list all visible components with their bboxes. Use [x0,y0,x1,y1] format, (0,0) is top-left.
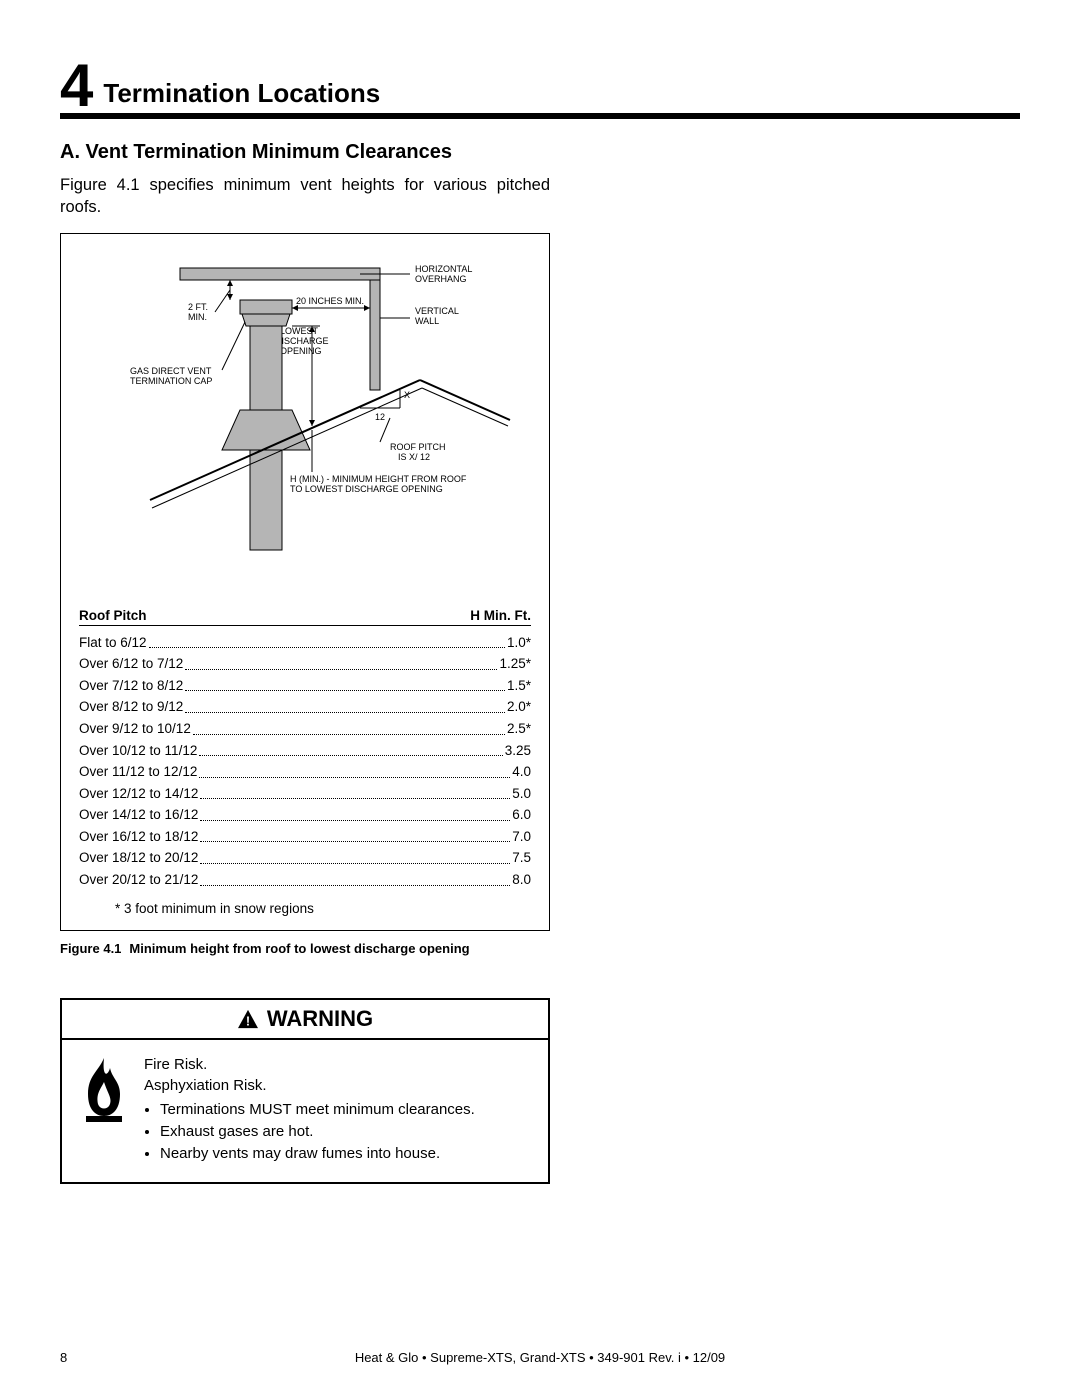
section-header: 4 Termination Locations [60,60,1020,119]
label-two-ft-min: 2 FT. [188,302,208,312]
pitch-label: Over 8/12 to 9/12 [79,696,183,718]
warning-fire-risk: Fire Risk. [144,1054,475,1076]
warning-body: Fire Risk. Asphyxiation Risk. Terminatio… [62,1040,548,1183]
table-row: Flat to 6/12 1.0* [79,632,531,654]
pitch-value: 1.5* [507,675,531,697]
pitch-value: 7.0 [512,826,531,848]
pitch-value: 1.25* [499,653,531,675]
table-row: Over 16/12 to 18/12 7.0 [79,826,531,848]
dot-leader [200,869,510,886]
warning-asphyx-risk: Asphyxiation Risk. [144,1075,475,1097]
table-col1: Roof Pitch [79,608,147,623]
label-twenty-in-min: 20 INCHES MIN. [296,296,364,306]
figure-caption-label: Figure 4.1 [60,941,121,956]
page-number: 8 [60,1350,100,1365]
intro-text: Figure 4.1 specifies minimum vent height… [60,174,550,219]
pitch-label: Over 10/12 to 11/12 [79,740,197,762]
left-column: A. Vent Termination Minimum Clearances F… [60,141,550,1184]
label-x: X [404,390,410,400]
dot-leader [185,696,505,713]
warning-bullet: Exhaust gases are hot. [160,1121,475,1143]
pitch-label: Over 16/12 to 18/12 [79,826,198,848]
svg-text:TO LOWEST DISCHARGE OPENING: TO LOWEST DISCHARGE OPENING [290,484,443,494]
table-row: Over 10/12 to 11/12 3.25 [79,740,531,762]
snow-note: * 3 foot minimum in snow regions [115,901,531,916]
flame-icon [78,1054,130,1165]
warning-bullets: Terminations MUST meet minimum clearance… [160,1099,475,1164]
table-row: Over 14/12 to 16/12 6.0 [79,804,531,826]
pitch-label: Flat to 6/12 [79,632,147,654]
figure-caption-text: Minimum height from roof to lowest disch… [129,941,550,956]
svg-text:OPENING: OPENING [280,346,322,356]
label-gas-direct-vent: GAS DIRECT VENT [130,366,212,376]
table-row: Over 7/12 to 8/12 1.5* [79,675,531,697]
section-number: 4 [60,60,91,111]
dot-leader [193,718,505,735]
footer-line: Heat & Glo • Supreme-XTS, Grand-XTS • 34… [100,1350,980,1365]
vent-diagram: HORIZONTAL OVERHANG 2 FT. MIN. [79,250,531,590]
table-row: Over 20/12 to 21/12 8.0 [79,869,531,891]
pitch-value: 3.25 [505,740,531,762]
svg-text:WALL: WALL [415,316,439,326]
warning-bullet: Nearby vents may draw fumes into house. [160,1143,475,1165]
label-twelve: 12 [375,412,385,422]
pitch-label: Over 7/12 to 8/12 [79,675,183,697]
dot-leader [199,761,510,778]
label-roof-pitch: ROOF PITCH [390,442,446,452]
pitch-label: Over 6/12 to 7/12 [79,653,183,675]
pitch-value: 2.5* [507,718,531,740]
dot-leader [185,675,505,692]
pitch-label: Over 18/12 to 20/12 [79,847,198,869]
dot-leader [200,804,510,821]
pitch-value: 7.5 [512,847,531,869]
warning-header: ! WARNING [62,1000,548,1040]
dot-leader [185,653,497,670]
label-vertical-wall: VERTICAL [415,306,459,316]
table-row: Over 11/12 to 12/12 4.0 [79,761,531,783]
figure-box: HORIZONTAL OVERHANG 2 FT. MIN. [60,233,550,931]
warning-bullet: Terminations MUST meet minimum clearance… [160,1099,475,1121]
table-row: Over 12/12 to 14/12 5.0 [79,783,531,805]
svg-text:OVERHANG: OVERHANG [415,274,467,284]
table-row: Over 9/12 to 10/12 2.5* [79,718,531,740]
warning-title: WARNING [267,1006,373,1032]
dot-leader [199,740,502,757]
dot-leader [200,826,510,843]
dot-leader [200,847,510,864]
dot-leader [200,783,510,800]
label-horizontal-overhang: HORIZONTAL [415,264,472,274]
pitch-value: 6.0 [512,804,531,826]
table-row: Over 6/12 to 7/12 1.25* [79,653,531,675]
pitch-table-header: Roof Pitch H Min. Ft. [79,608,531,626]
svg-text:IS X/ 12: IS X/ 12 [398,452,430,462]
pitch-value: 2.0* [507,696,531,718]
pitch-value: 4.0 [512,761,531,783]
page: 4 Termination Locations A. Vent Terminat… [0,0,1080,1397]
pitch-label: Over 11/12 to 12/12 [79,761,197,783]
pitch-label: Over 20/12 to 21/12 [79,869,198,891]
pitch-label: Over 12/12 to 14/12 [79,783,198,805]
dot-leader [149,632,505,649]
figure-caption: Figure 4.1 Minimum height from roof to l… [60,941,550,956]
warning-text: Fire Risk. Asphyxiation Risk. Terminatio… [144,1054,475,1165]
page-footer: 8 Heat & Glo • Supreme-XTS, Grand-XTS • … [60,1350,1020,1365]
svg-text:MIN.: MIN. [188,312,207,322]
warning-triangle-icon: ! [237,1009,259,1029]
pitch-value: 1.0* [507,632,531,654]
table-row: Over 18/12 to 20/12 7.5 [79,847,531,869]
warning-box: ! WARNING Fire Risk. Asphyxiation Risk. … [60,998,550,1185]
svg-text:!: ! [246,1013,250,1028]
pitch-value: 5.0 [512,783,531,805]
section-title: Termination Locations [103,78,380,111]
svg-text:TERMINATION CAP: TERMINATION CAP [130,376,212,386]
table-row: Over 8/12 to 9/12 2.0* [79,696,531,718]
pitch-label: Over 14/12 to 16/12 [79,804,198,826]
label-hmin-note: H (MIN.) - MINIMUM HEIGHT FROM ROOF [290,474,467,484]
table-col2: H Min. Ft. [470,608,531,623]
pitch-table-body: Flat to 6/121.0*Over 6/12 to 7/121.25*Ov… [79,632,531,891]
pitch-value: 8.0 [512,869,531,891]
subsection-title: A. Vent Termination Minimum Clearances [60,141,550,164]
pitch-label: Over 9/12 to 10/12 [79,718,191,740]
svg-text:DISCHARGE: DISCHARGE [275,336,329,346]
